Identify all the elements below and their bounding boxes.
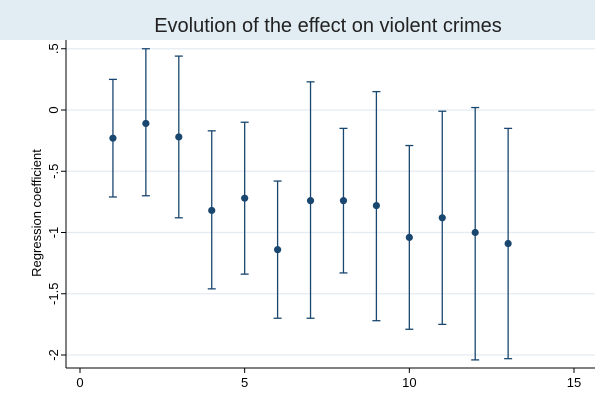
title-band	[0, 0, 595, 40]
y-tick-label: -1	[46, 227, 61, 239]
y-axis-label: Regression coefficient	[29, 149, 44, 277]
data-point	[339, 197, 348, 205]
data-points	[109, 119, 512, 254]
chart-title: Evolution of the effect on violent crime…	[154, 15, 502, 37]
data-point	[438, 214, 446, 222]
y-tick-label: -.5	[46, 164, 61, 179]
data-point	[274, 246, 282, 254]
plot-background	[66, 40, 595, 368]
data-point	[504, 239, 512, 248]
data-point	[241, 194, 249, 202]
data-point	[306, 197, 315, 205]
axes: .5 0 -.5 -1 -1.5 -2 0 5 10 15	[46, 40, 595, 390]
data-point	[109, 134, 117, 142]
data-point	[471, 228, 479, 237]
data-point	[142, 119, 150, 128]
y-tick-label: .5	[46, 43, 61, 54]
x-tick-label: 5	[241, 375, 248, 390]
data-point	[372, 201, 380, 210]
y-tick-label: -2	[46, 349, 61, 361]
grid-lines	[66, 48, 595, 356]
y-tick-label: 0	[46, 106, 61, 113]
x-tick-label: 15	[567, 375, 581, 390]
data-point	[175, 133, 183, 141]
y-tick-label: -1.5	[46, 283, 61, 305]
data-point	[208, 206, 216, 215]
x-tick-label: 0	[76, 375, 83, 390]
x-tick-label: 10	[402, 375, 416, 390]
data-point	[405, 233, 413, 241]
